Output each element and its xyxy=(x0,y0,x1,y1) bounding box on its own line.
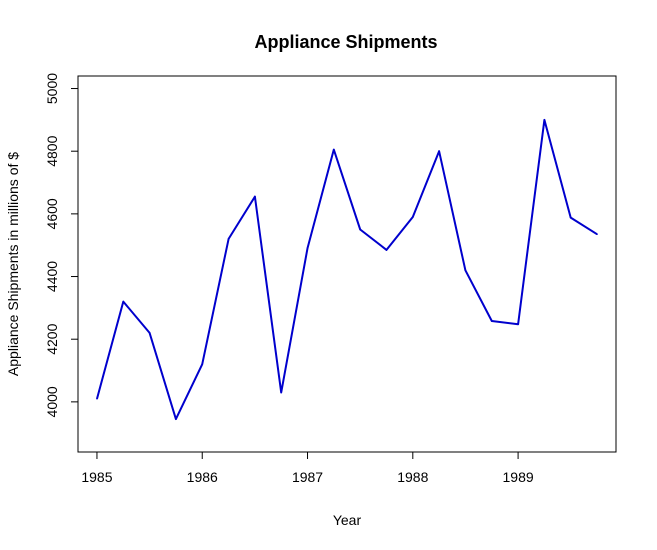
x-tick-label: 1988 xyxy=(397,469,428,485)
data-point xyxy=(306,247,309,250)
y-tick-label: 4400 xyxy=(44,261,60,292)
data-point xyxy=(596,233,598,235)
x-axis-label: Year xyxy=(333,512,362,528)
y-tick-label: 5000 xyxy=(44,73,60,104)
data-point xyxy=(385,249,388,251)
data-point xyxy=(517,323,519,326)
data-point xyxy=(412,216,414,218)
chart-title: Appliance Shipments xyxy=(254,32,437,52)
y-tick-label: 4600 xyxy=(44,198,60,229)
data-point xyxy=(148,332,151,334)
data-point xyxy=(254,195,256,198)
y-tick-label: 4200 xyxy=(44,323,60,354)
data-point xyxy=(96,397,98,400)
y-tick-label: 4800 xyxy=(44,135,60,166)
data-point xyxy=(543,119,546,121)
x-axis-ticks: 1985 1986 1987 1988 1989 xyxy=(81,452,534,485)
series-layer xyxy=(96,118,598,421)
data-point xyxy=(464,269,467,272)
y-tick-label: 4000 xyxy=(44,386,60,417)
x-tick-label: 1986 xyxy=(187,469,218,485)
data-point xyxy=(438,150,440,152)
data-point xyxy=(359,228,362,231)
y-axis-label: Appliance Shipments in millions of $ xyxy=(5,152,21,376)
data-point xyxy=(569,216,572,219)
x-tick-label: 1989 xyxy=(503,469,534,485)
data-point xyxy=(491,320,493,322)
data-point xyxy=(122,300,125,303)
data-point xyxy=(333,148,335,151)
data-point xyxy=(175,418,177,420)
data-point xyxy=(201,363,203,366)
series-line xyxy=(96,118,598,421)
plot-frame xyxy=(77,75,617,453)
x-tick-label: 1987 xyxy=(292,469,323,485)
data-point xyxy=(227,238,230,240)
x-tick-label: 1985 xyxy=(81,469,112,485)
y-axis-ticks: 4000 4200 4400 4600 4800 5000 xyxy=(44,73,78,417)
data-point xyxy=(280,391,283,394)
